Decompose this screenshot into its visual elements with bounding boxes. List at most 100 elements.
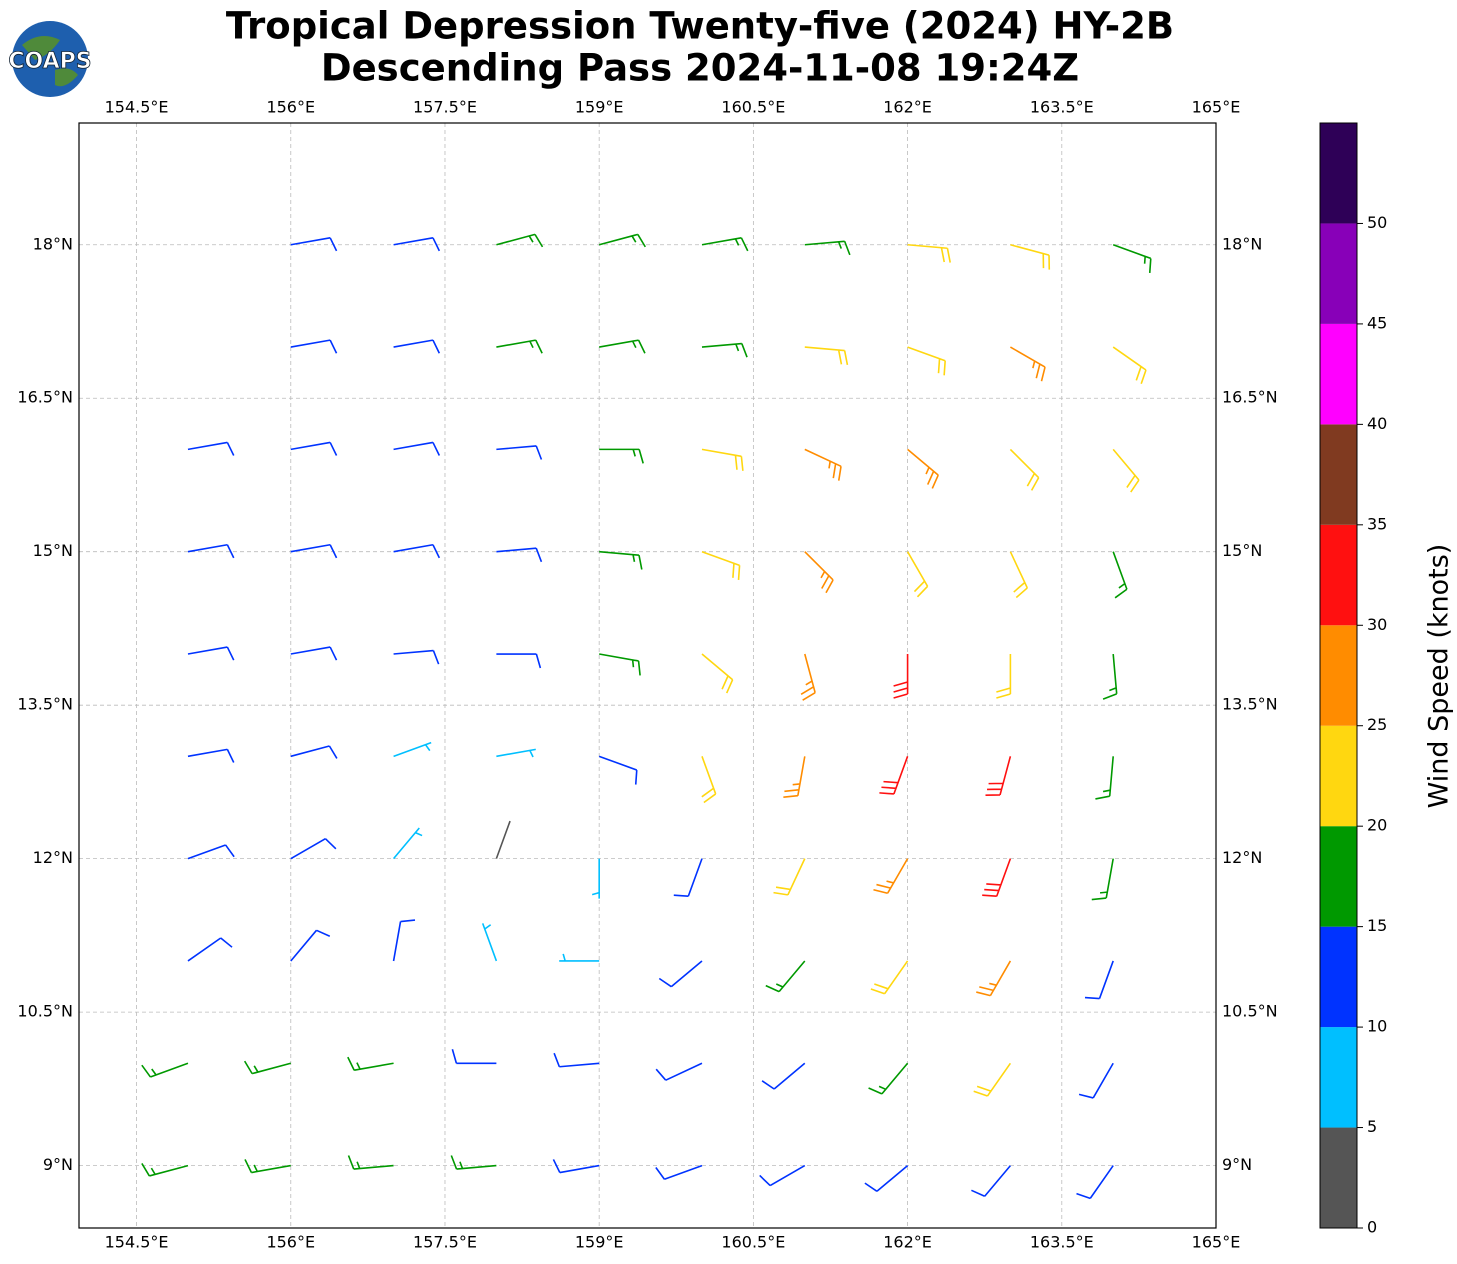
wind-barb xyxy=(496,653,542,669)
logo-land xyxy=(22,36,78,87)
y-tick-label: 9°N xyxy=(1222,1155,1252,1174)
wind-barb xyxy=(906,551,929,598)
colorbar-tick-label: 30 xyxy=(1367,615,1387,634)
wind-barb xyxy=(393,237,441,252)
wind-barb xyxy=(393,543,441,559)
wind-barb xyxy=(1009,346,1046,382)
colorbar-segment xyxy=(1320,223,1357,324)
wind-barb xyxy=(873,858,909,895)
wind-barb xyxy=(701,342,748,358)
colorbar-tick-label: 0 xyxy=(1367,1218,1377,1237)
wind-barb xyxy=(187,937,233,962)
wind-barb xyxy=(996,654,1012,699)
wind-barb xyxy=(971,1165,1012,1197)
wind-barb xyxy=(290,646,338,661)
wind-barb xyxy=(496,339,543,354)
wind-barb xyxy=(598,755,638,785)
wind-barb xyxy=(868,1062,909,1095)
colorbar-segment xyxy=(1320,826,1357,927)
colorbar-tick-label: 45 xyxy=(1367,313,1387,332)
wind-barb xyxy=(392,919,416,962)
colorbar-tick-label: 10 xyxy=(1367,1017,1387,1036)
wind-barb xyxy=(985,756,1012,797)
chart-subtitle: Descending Pass 2024-11-08 19:24Z xyxy=(321,47,1079,90)
wind-barb xyxy=(243,1060,291,1075)
y-tick-label: 15°N xyxy=(1222,541,1262,560)
wind-barb xyxy=(559,953,600,962)
wind-barb xyxy=(599,448,644,464)
wind-barb xyxy=(187,441,235,456)
colorbar-segment xyxy=(1320,524,1357,626)
wind-barb xyxy=(701,448,744,471)
x-tick-label: 157.5°E xyxy=(413,98,477,117)
wind-barb xyxy=(141,1163,189,1177)
wind-barb xyxy=(804,346,849,366)
y-tick-label: 12°N xyxy=(1222,848,1262,867)
wind-barb xyxy=(1112,346,1147,385)
wind-barb xyxy=(496,445,543,460)
wind-barb xyxy=(976,960,1012,997)
wind-barb xyxy=(599,653,641,676)
wind-barb xyxy=(658,960,703,988)
colorbar-segment xyxy=(1320,625,1357,726)
wind-barb xyxy=(187,844,235,860)
wind-barb xyxy=(864,1164,909,1192)
colorbar-tick-label: 50 xyxy=(1367,213,1387,232)
wind-barb xyxy=(481,923,498,962)
colorbar-tick-label: 15 xyxy=(1367,916,1387,935)
y-tick-label: 13.5°N xyxy=(1222,695,1278,714)
wind-barb xyxy=(591,858,600,899)
x-tick-label: 160.5°E xyxy=(721,98,785,117)
colorbar-segment xyxy=(1320,926,1357,1028)
wind-barb xyxy=(1112,244,1152,274)
wind-barb xyxy=(244,1159,291,1174)
wind-barb xyxy=(1076,1165,1114,1200)
wind-barb xyxy=(290,929,331,962)
wind-barb xyxy=(804,240,851,256)
wind-barb xyxy=(1112,551,1128,599)
colorbar-tick-label: 20 xyxy=(1367,816,1387,835)
colorbar-segment xyxy=(1320,323,1357,425)
y-tick-label: 18°N xyxy=(1222,234,1262,253)
wind-barb xyxy=(290,543,338,559)
y-tick-label: 12°N xyxy=(33,848,73,867)
wind-barb xyxy=(187,748,235,763)
y-tick-label: 16.5°N xyxy=(17,388,73,407)
wind-barb xyxy=(393,649,440,665)
wind-barb xyxy=(673,858,703,898)
wind-barb xyxy=(800,653,816,701)
wind-barb xyxy=(290,745,338,759)
wind-barb xyxy=(392,827,423,860)
colorbar-tick-label: 40 xyxy=(1367,414,1387,433)
x-tick-label: 159°E xyxy=(575,98,624,117)
wind-barb xyxy=(701,237,749,252)
x-tick-label: 160.5°E xyxy=(721,1233,785,1252)
wind-barb xyxy=(1010,243,1051,270)
wind-barb xyxy=(765,960,806,993)
wind-barb xyxy=(1009,551,1029,599)
y-tick-label: 15°N xyxy=(33,541,73,560)
wind-barb xyxy=(393,741,432,758)
x-tick-label: 157.5°E xyxy=(413,1233,477,1252)
plot-frame xyxy=(78,122,1217,1229)
x-tick-label: 154.5°E xyxy=(105,98,169,117)
y-tick-label: 9°N xyxy=(43,1155,73,1174)
wind-barb xyxy=(1091,858,1114,901)
wind-barb xyxy=(552,1159,600,1174)
wind-barb xyxy=(495,820,511,859)
x-tick-label: 162°E xyxy=(883,98,932,117)
wind-barb xyxy=(804,551,834,594)
wind-barb xyxy=(290,837,337,860)
wind-barb xyxy=(290,237,338,252)
x-tick-label: 156°E xyxy=(266,98,315,117)
x-tick-label: 159°E xyxy=(575,1233,624,1252)
wind-barb xyxy=(290,339,338,354)
wind-barb xyxy=(1078,1062,1114,1099)
y-tick-label: 10.5°N xyxy=(1222,1002,1278,1021)
wind-barb xyxy=(773,858,806,896)
x-tick-label: 162°E xyxy=(883,1233,932,1252)
y-tick-label: 18°N xyxy=(33,234,73,253)
colorbar-segment xyxy=(1320,725,1357,827)
wind-barb xyxy=(783,756,806,799)
